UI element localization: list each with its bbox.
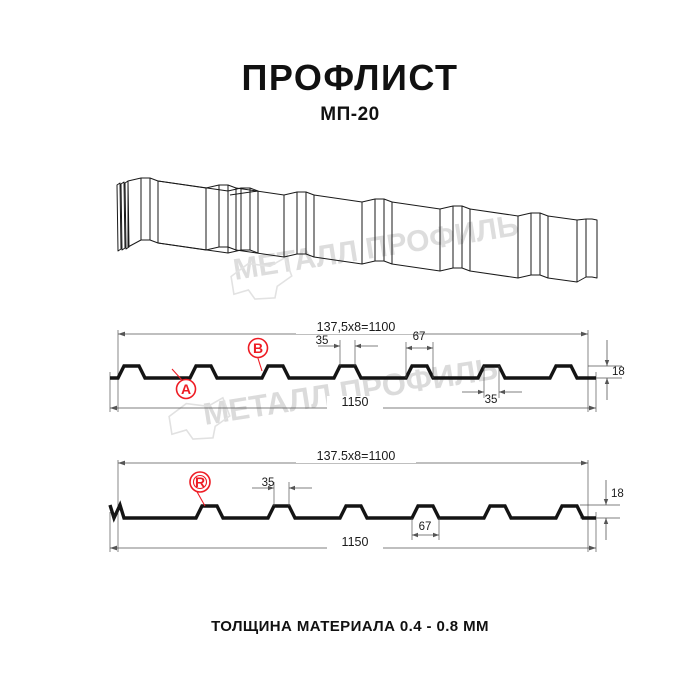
marker-r: R bbox=[189, 471, 211, 507]
section-a-dim-35-top: 35 bbox=[316, 335, 378, 366]
section-b-profile bbox=[108, 500, 596, 523]
watermark-logo-middle bbox=[168, 396, 231, 440]
section-a-dim-height: 18 bbox=[604, 340, 625, 400]
section-a-extension-lines bbox=[109, 330, 622, 412]
watermark-logo-top bbox=[230, 256, 293, 300]
section-a-dim-67: 67 bbox=[405, 331, 434, 378]
section-b-label-height: 18 bbox=[611, 488, 624, 500]
section-b-group: 137.5x8=1100 35 67 bbox=[108, 449, 624, 552]
isometric-sheet-view bbox=[116, 177, 598, 283]
section-b-bottom-dimension: 1150 bbox=[110, 535, 596, 551]
marker-b-label: B bbox=[253, 340, 263, 356]
section-b-dim-height: 18 bbox=[603, 480, 624, 540]
section-a-dim-35-bottom: 35 bbox=[462, 366, 522, 406]
section-b-top-dimension: 137.5x8=1100 bbox=[118, 449, 588, 466]
section-b-span-label: 137.5x8=1100 bbox=[317, 449, 396, 463]
section-b-label-1150: 1150 bbox=[342, 535, 369, 549]
section-a-span-label: 137,5x8=1100 bbox=[317, 320, 396, 334]
section-a-top-dimension: 137,5x8=1100 bbox=[118, 320, 588, 337]
section-a-label-35-bottom: 35 bbox=[485, 394, 498, 406]
marker-r-label: R bbox=[195, 474, 205, 490]
marker-b: B bbox=[247, 337, 269, 372]
watermark-text-middle: МЕТАЛЛ ПРОФИЛЬ bbox=[201, 351, 501, 432]
section-b-label-67: 67 bbox=[419, 521, 432, 533]
section-a-label-67: 67 bbox=[413, 331, 426, 343]
section-b-label-35: 35 bbox=[262, 477, 275, 489]
section-a-label-1150: 1150 bbox=[342, 395, 369, 409]
section-a-group: 137,5x8=1100 35 67 bbox=[109, 320, 625, 412]
product-model-subtitle: МП-20 bbox=[320, 104, 380, 125]
section-b-dim-67: 67 bbox=[411, 518, 440, 540]
marker-a-label: A bbox=[181, 381, 191, 397]
section-b-dim-35: 35 bbox=[252, 477, 312, 506]
watermark-text-top: МЕТАЛЛ ПРОФИЛЬ bbox=[231, 209, 521, 287]
section-a-bottom-dimension: 1150 bbox=[110, 395, 596, 411]
marker-a: A bbox=[171, 368, 197, 400]
page-title: ПРОФЛИСТ bbox=[241, 57, 459, 98]
section-a-label-35-top: 35 bbox=[316, 335, 329, 347]
section-a-label-height: 18 bbox=[612, 366, 625, 378]
isometric-rib-series bbox=[157, 180, 598, 283]
section-a-profile bbox=[110, 364, 596, 380]
material-thickness-note: ТОЛЩИНА МАТЕРИАЛА 0.4 - 0.8 ММ bbox=[211, 618, 489, 635]
